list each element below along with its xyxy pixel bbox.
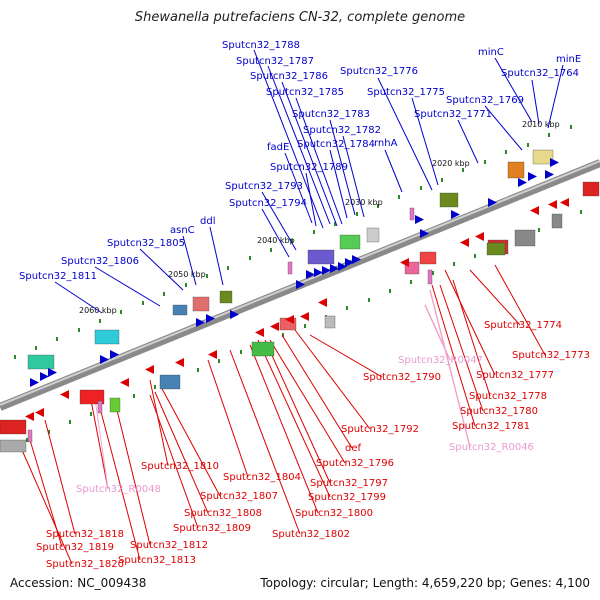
gene-label-1797[interactable]: Sputcn32_1797 [310, 478, 388, 489]
gene-label-1819[interactable]: Sputcn32_1819 [36, 542, 114, 553]
gene-label-1773[interactable]: Sputcn32_1773 [512, 350, 590, 361]
gene-label-1813[interactable]: Sputcn32_1813 [118, 555, 196, 566]
gene-label-1799[interactable]: Sputcn32_1799 [308, 492, 386, 503]
gene-label-1810[interactable]: Sputcn32_1810 [141, 461, 219, 472]
gene-label-r0047[interactable]: Sputcn32_R0047 [398, 355, 483, 366]
gene-label-1774[interactable]: Sputcn32_1774 [484, 320, 562, 331]
gene-label-1776[interactable]: Sputcn32_1776 [340, 66, 418, 77]
gene-label-1787[interactable]: Sputcn32_1787 [236, 56, 314, 67]
gene-label-1782[interactable]: Sputcn32_1782 [303, 125, 381, 136]
topology-text: Topology: circular; Length: 4,659,220 bp… [260, 576, 590, 590]
gene-label-1809[interactable]: Sputcn32_1809 [173, 523, 251, 534]
gene-label-1777[interactable]: Sputcn32_1777 [476, 370, 554, 381]
gene-label-1780[interactable]: Sputcn32_1780 [460, 406, 538, 417]
gene-label-1806[interactable]: Sputcn32_1806 [61, 256, 139, 267]
gene-glyphs[interactable] [0, 149, 600, 453]
gene-label-1793[interactable]: Sputcn32_1793 [225, 181, 303, 192]
gene-label-fade[interactable]: fadE [267, 142, 289, 153]
gene-label-1804[interactable]: Sputcn32_1804 [223, 472, 301, 483]
gene-label-1785[interactable]: Sputcn32_1785 [266, 87, 344, 98]
gene-label-r0048[interactable]: Sputcn32_R0048 [76, 484, 161, 495]
gene-label-1788[interactable]: Sputcn32_1788 [222, 40, 300, 51]
kbp-label-2050: 2050 kbp [168, 270, 206, 279]
kbp-label-2010: 2010 kbp [522, 120, 560, 129]
gene-label-rnha[interactable]: rnhA [374, 138, 398, 149]
gene-label-1778[interactable]: Sputcn32_1778 [469, 391, 547, 402]
gene-label-1771[interactable]: Sputcn32_1771 [414, 109, 492, 120]
gene-label-1794[interactable]: Sputcn32_1794 [229, 198, 307, 209]
gene-label-1764[interactable]: Sputcn32_1764 [501, 68, 579, 79]
kbp-label-2020: 2020 kbp [432, 159, 470, 168]
gene-label-1811[interactable]: Sputcn32_1811 [19, 271, 97, 282]
gene-label-1820[interactable]: Sputcn32_1820 [46, 559, 124, 570]
gene-label-1781[interactable]: Sputcn32_1781 [452, 421, 530, 432]
leader-lines [21, 49, 564, 565]
gene-label-1812[interactable]: Sputcn32_1812 [130, 540, 208, 551]
gene-label-1783[interactable]: Sputcn32_1783 [292, 109, 370, 120]
gene-label-1802[interactable]: Sputcn32_1802 [272, 529, 350, 540]
gene-label-1807[interactable]: Sputcn32_1807 [200, 491, 278, 502]
gene-label-1800[interactable]: Sputcn32_1800 [295, 508, 373, 519]
gene-label-1790[interactable]: Sputcn32_1790 [363, 372, 441, 383]
kbp-label-2030: 2030 kbp [345, 198, 383, 207]
gene-label-1769[interactable]: Sputcn32_1769 [446, 95, 524, 106]
gene-label-1784[interactable]: Sputcn32_1784 [297, 139, 375, 150]
gene-label-1786[interactable]: Sputcn32_1786 [250, 71, 328, 82]
accession-text: Accession: NC_009438 [10, 576, 147, 590]
map-title: Shewanella putrefaciens CN-32, complete … [134, 10, 466, 25]
gene-label-1775[interactable]: Sputcn32_1775 [367, 87, 445, 98]
gene-label-1789[interactable]: Sputcn32_1789 [270, 162, 348, 173]
gene-label-1805[interactable]: Sputcn32_1805 [107, 238, 185, 249]
kbp-label-2040: 2040 kbp [257, 236, 295, 245]
gene-label-1808[interactable]: Sputcn32_1808 [184, 508, 262, 519]
gene-label-minc[interactable]: minC [478, 47, 504, 58]
gene-label-ddl[interactable]: ddl [200, 216, 215, 227]
gene-label-1792[interactable]: Sputcn32_1792 [341, 424, 419, 435]
gene-label-asnc[interactable]: asnC [170, 225, 195, 236]
gene-label-def[interactable]: def [345, 443, 362, 454]
gene-label-1818[interactable]: Sputcn32_1818 [46, 529, 124, 540]
gene-label-1796[interactable]: Sputcn32_1796 [316, 458, 394, 469]
gene-label-r0046[interactable]: Sputcn32_R0046 [449, 442, 534, 453]
gene-label-mine[interactable]: minE [556, 54, 581, 65]
